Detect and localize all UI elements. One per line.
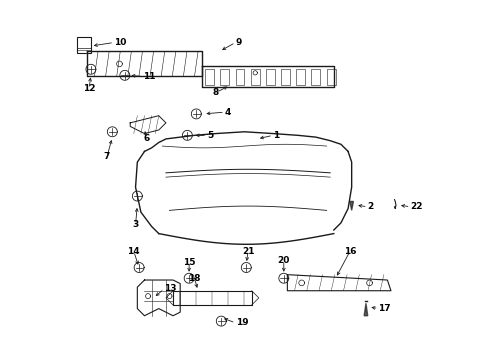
Bar: [235, 69, 244, 85]
Text: 9: 9: [235, 38, 242, 47]
Bar: [77, 37, 91, 53]
Text: 14: 14: [127, 247, 140, 256]
Text: 12: 12: [82, 84, 95, 93]
Bar: [326, 69, 335, 85]
Bar: [250, 69, 259, 85]
Text: 16: 16: [343, 247, 355, 256]
Text: 15: 15: [183, 258, 195, 267]
Text: 17: 17: [378, 304, 390, 313]
Text: 22: 22: [410, 202, 422, 211]
Text: 13: 13: [164, 284, 176, 293]
Text: 6: 6: [143, 134, 149, 143]
Text: 8: 8: [212, 88, 219, 97]
Bar: [265, 69, 274, 85]
Bar: [311, 69, 320, 85]
Text: 19: 19: [235, 318, 248, 327]
Text: 11: 11: [142, 72, 155, 81]
Bar: [296, 69, 305, 85]
Text: 5: 5: [206, 131, 213, 140]
Bar: [220, 69, 229, 85]
Polygon shape: [349, 202, 353, 210]
Text: 7: 7: [103, 152, 110, 161]
Bar: [281, 69, 289, 85]
Text: 2: 2: [367, 202, 373, 211]
Text: 10: 10: [114, 38, 126, 47]
Text: 20: 20: [277, 256, 289, 265]
Text: 18: 18: [188, 274, 201, 283]
Bar: [205, 69, 214, 85]
Polygon shape: [364, 303, 367, 316]
Text: 1: 1: [272, 131, 279, 140]
Text: 21: 21: [242, 247, 254, 256]
Text: 3: 3: [132, 220, 139, 229]
Text: 4: 4: [224, 108, 231, 117]
